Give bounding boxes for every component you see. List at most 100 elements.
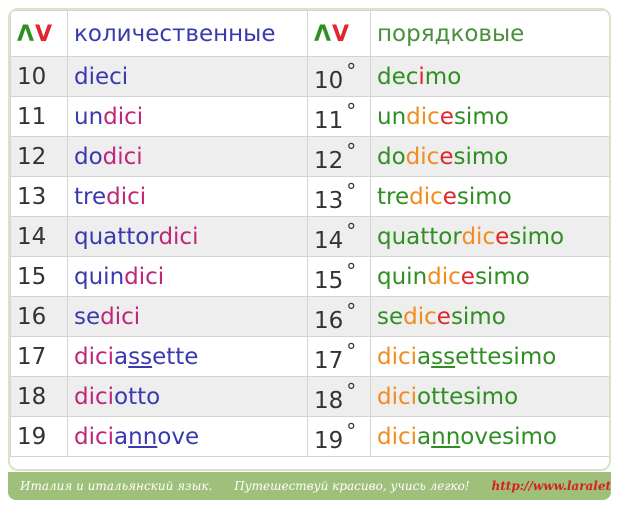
word-segment: dic [461,223,496,250]
word-segment: ettesimo [455,343,557,370]
ordinal-number: 14 ° [307,216,371,257]
header-cardinal-title: количественные [67,10,308,57]
cardinal-number: 12 [10,136,68,177]
ordinal-number: 15 ° [307,256,371,297]
degree-sign: ° [346,59,357,83]
word-segment: simo [474,263,530,290]
word-segment: e [439,103,454,130]
word-segment: dici [74,343,115,370]
cardinal-word: diciannove [67,416,308,457]
ordinal-word: diciottesimo [370,376,609,417]
word-segment: dic [406,103,440,130]
ordinal-word: quindicesimo [370,256,609,297]
word-segment: ove [157,423,200,450]
ordinal-number: 16 ° [307,296,371,337]
ordinal-number: 17 ° [307,336,371,377]
word-segment: dici [102,143,143,170]
ordinal-number-value: 18 [314,388,344,414]
word-segment: tre [377,183,410,210]
cardinal-number: 11 [10,96,68,137]
ordinal-number: 10 ° [307,56,371,97]
word-segment: un [377,103,407,130]
word-segment: se [74,303,101,330]
degree-sign: ° [346,219,357,243]
cardinal-number: 10 [10,56,68,97]
word-segment: a [417,423,432,450]
degree-sign: ° [346,259,357,283]
footer-slogan: Путешествуй красиво, учись легко! [234,479,470,493]
word-segment: nn [128,423,158,450]
word-segment: dic [403,303,437,330]
ordinal-number: 18 ° [307,376,371,417]
cardinal-number: 16 [10,296,68,337]
degree-sign: ° [346,179,357,203]
word-segment: mo [424,63,462,90]
cardinal-word: diciotto [67,376,308,417]
footer-site-name: Италия и итальянский язык. [20,479,213,493]
table-row: 10 dieci 10 ° decimo [10,56,609,97]
symbol-lambda: Λ [17,21,36,47]
word-segment: dici [74,383,115,410]
numbers-table: ΛV количественные ΛV порядковые 10 dieci 1… [10,10,609,457]
header-symbol-ordinal: ΛV [307,10,371,57]
cardinal-word: undici [67,96,308,137]
word-segment: dic [409,183,443,210]
word-segment: simo [456,183,512,210]
word-segment: ovesimo [460,423,557,450]
symbol-v: V [332,21,351,47]
ordinal-number-value: 17 [314,348,344,374]
table-row: 14 quattordici 14 ° quattordicesimo [10,216,609,257]
ordinal-number-value: 15 [314,268,344,294]
ordinal-word: diciannovesimo [370,416,609,457]
word-segment: a [114,423,129,450]
word-segment: simo [509,223,565,250]
word-segment: dici [106,183,147,210]
table-header-row: ΛV количественные ΛV порядковые [10,10,609,57]
ordinal-number-value: 12 [314,148,344,174]
ordinal-word: dodicesimo [370,136,609,177]
symbol-v: V [35,21,54,47]
word-segment: dic [405,143,440,170]
footer-url-link[interactable]: http://www.laraleto.ru [491,479,611,493]
ordinal-number-value: 19 [314,428,344,454]
word-segment: a [114,343,129,370]
word-segment: dici [124,263,165,290]
word-segment: nn [431,423,461,450]
word-segment: quin [74,263,125,290]
footer-bar: Италия и итальянский язык. Путешествуй к… [8,472,611,500]
cardinal-word: sedici [67,296,308,337]
table-row: 18 diciotto 18 ° diciottesimo [10,376,609,417]
word-segment: dieci [74,63,129,90]
table-row: 12 dodici 12 ° dodicesimo [10,136,609,177]
table-row: 19 diciannove 19 ° diciannovesimo [10,416,609,457]
word-segment: dici [100,303,141,330]
word-segment: e [442,183,457,210]
word-segment: simo [450,303,506,330]
symbol-lambda: Λ [314,21,333,47]
word-segment: dici [103,103,144,130]
table-row: 15 quindici 15 ° quindicesimo [10,256,609,297]
word-segment: dici [377,423,418,450]
word-segment: quattor [377,223,462,250]
table-row: 17 diciassette 17 ° diciass ettesimo [10,336,609,377]
word-segment: dic [427,263,461,290]
word-segment: ss [128,343,153,370]
word-segment: simo [453,143,509,170]
word-segment: dici [377,383,418,410]
degree-sign: ° [346,299,357,323]
ordinal-word: undicesimo [370,96,609,137]
word-segment: dec [377,63,419,90]
word-segment: e [439,143,454,170]
ordinal-number: 12 ° [307,136,371,177]
cardinal-word: diciassette [67,336,308,377]
cardinal-word: quattordici [67,216,308,257]
degree-sign: ° [346,339,357,363]
ordinal-number-value: 11 [314,108,344,134]
header-symbol-cardinal: ΛV [10,10,68,57]
degree-sign: ° [346,99,357,123]
ordinal-number-value: 13 [314,188,344,214]
cardinal-word: quindici [67,256,308,297]
cardinal-word: tredici [67,176,308,217]
cardinal-number: 19 [10,416,68,457]
table-row: 11 undici 11 ° undicesimo [10,96,609,137]
